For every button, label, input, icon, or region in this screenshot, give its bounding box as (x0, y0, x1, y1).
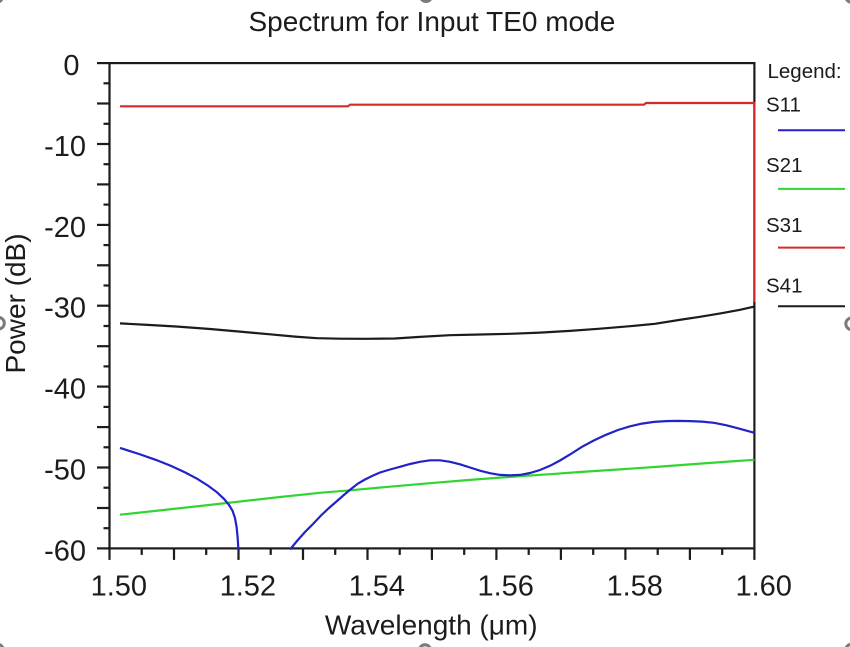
svg-text:Wavelength (μm): Wavelength (μm) (325, 610, 538, 641)
svg-text:1.50: 1.50 (91, 570, 147, 602)
svg-text:-30: -30 (44, 293, 86, 325)
svg-text:S21: S21 (766, 154, 802, 177)
svg-text:1.54: 1.54 (349, 570, 405, 602)
svg-text:Spectrum for Input TE0 mode: Spectrum for Input TE0 mode (249, 6, 616, 37)
svg-text:Legend:: Legend: (768, 60, 842, 83)
svg-text:-40: -40 (44, 374, 86, 406)
svg-text:S41: S41 (766, 274, 802, 297)
svg-text:-20: -20 (44, 212, 86, 244)
svg-text:S31: S31 (766, 214, 802, 237)
svg-text:1.60: 1.60 (735, 570, 791, 602)
svg-text:-50: -50 (44, 455, 86, 487)
svg-text:1.52: 1.52 (220, 570, 276, 602)
svg-text:-10: -10 (44, 131, 86, 163)
svg-text:0: 0 (63, 50, 79, 82)
svg-text:-60: -60 (44, 535, 86, 567)
svg-text:S11: S11 (766, 94, 801, 117)
svg-text:1.58: 1.58 (606, 570, 662, 602)
svg-text:1.56: 1.56 (477, 570, 533, 602)
svg-text:Power (dB): Power (dB) (0, 233, 31, 373)
